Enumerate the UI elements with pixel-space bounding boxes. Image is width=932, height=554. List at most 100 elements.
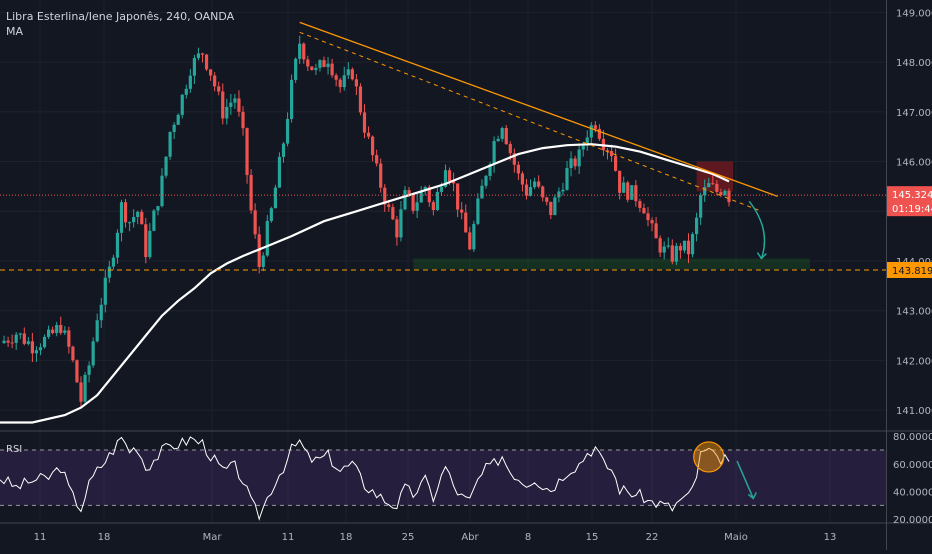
candle-body: [492, 141, 496, 165]
candle-body: [662, 246, 666, 253]
candle-body: [480, 185, 484, 199]
candle-body: [213, 75, 217, 87]
candle-body: [711, 183, 715, 185]
candle-body: [281, 143, 286, 157]
indicator-label: MA: [6, 25, 24, 38]
candle-body: [217, 86, 221, 92]
resistance-trendline-dashed: [299, 31, 762, 212]
highlight-zones: [413, 161, 810, 270]
candle-body: [176, 114, 180, 125]
candle-body: [549, 201, 553, 216]
rsi-tick-label: 80.0000: [893, 432, 932, 443]
candle-body: [593, 125, 597, 129]
candle-body: [115, 232, 120, 258]
resistance-zone: [696, 161, 734, 192]
candle-body: [557, 191, 561, 198]
rsi-down-arrow: [736, 460, 754, 499]
candle-body: [95, 320, 99, 342]
candle-body: [99, 304, 103, 321]
candle-body: [581, 145, 585, 150]
projection-arrow: [748, 200, 766, 259]
candle-body: [132, 217, 136, 223]
candle-body: [553, 197, 557, 216]
candle-body: [391, 207, 395, 220]
candle-body: [646, 213, 650, 221]
candle-body: [528, 187, 533, 196]
candle-body: [42, 336, 47, 348]
support-badge: [887, 261, 932, 278]
candle-body: [188, 75, 192, 89]
price-tick-label: 148.000: [896, 58, 932, 69]
candle-body: [2, 340, 6, 344]
candle-body: [67, 330, 71, 347]
candle-body: [565, 168, 569, 190]
candle-body: [22, 333, 26, 344]
candle-body: [346, 69, 350, 76]
candle-body: [634, 185, 638, 202]
candle-body: [435, 191, 439, 211]
candle-body: [136, 211, 140, 218]
candle-body: [484, 175, 488, 186]
candle-body: [233, 98, 237, 103]
candle-body: [144, 224, 148, 258]
candle-body: [614, 156, 618, 171]
candle-body: [148, 230, 152, 258]
price-tick-label: 143.000: [896, 307, 932, 318]
rsi-tick-label: 20.0000: [893, 515, 932, 526]
candle-body: [172, 124, 176, 132]
support-price-label: 143.819: [892, 266, 932, 277]
candle-body: [379, 163, 383, 188]
candle-body: [209, 69, 213, 76]
candle-body: [476, 198, 480, 224]
candle-body: [585, 137, 589, 146]
candle-body: [103, 277, 107, 305]
time-tick-label: 18: [98, 532, 111, 543]
symbol-title: Libra Esterlina/Iene Japonês, 240, OANDA: [6, 10, 235, 23]
candle-body: [55, 325, 59, 334]
candle-body: [686, 240, 691, 255]
price-tick-label: 146.000: [896, 158, 932, 169]
candle-body: [354, 79, 358, 87]
candle-body: [504, 127, 508, 145]
candle-body: [237, 98, 241, 112]
candle-body: [383, 187, 387, 205]
candle-body: [464, 212, 468, 233]
candle-body: [26, 341, 30, 344]
candle-body: [452, 181, 456, 184]
candle-body: [229, 102, 233, 107]
support-zone: [413, 258, 810, 270]
candle-body: [200, 53, 205, 55]
candle-body: [723, 190, 727, 196]
candle-body: [520, 173, 525, 185]
candle-body: [512, 153, 516, 165]
candle-body: [524, 184, 529, 196]
candle-body: [164, 156, 168, 176]
candle-body: [472, 223, 476, 250]
moving-average-line: [0, 143, 730, 424]
countdown-label: 01:19:44: [892, 204, 932, 215]
projection-arrowhead: [756, 252, 767, 260]
grid-lines: [0, 0, 886, 522]
candle-body: [318, 60, 322, 68]
time-tick-label: 11: [282, 532, 295, 543]
candle-body: [439, 186, 444, 192]
candle-body: [703, 187, 707, 196]
candle-body: [119, 202, 124, 233]
candle-body: [152, 210, 156, 231]
candle-body: [707, 183, 711, 188]
candle-body: [500, 127, 504, 139]
candle-body: [156, 206, 160, 211]
chart-legend: Libra Esterlina/Iene Japonês, 240, OANDA…: [6, 9, 234, 39]
candle-body: [350, 69, 354, 80]
rsi-line: [0, 436, 730, 521]
time-tick-label: 15: [586, 532, 599, 543]
candle-body: [180, 94, 184, 115]
time-tick-label: 22: [646, 532, 659, 543]
candle-body: [447, 170, 452, 182]
time-tick-label: Maio: [724, 532, 748, 543]
candle-body: [322, 60, 326, 67]
candle-body: [128, 222, 132, 224]
candle-body: [622, 182, 626, 193]
